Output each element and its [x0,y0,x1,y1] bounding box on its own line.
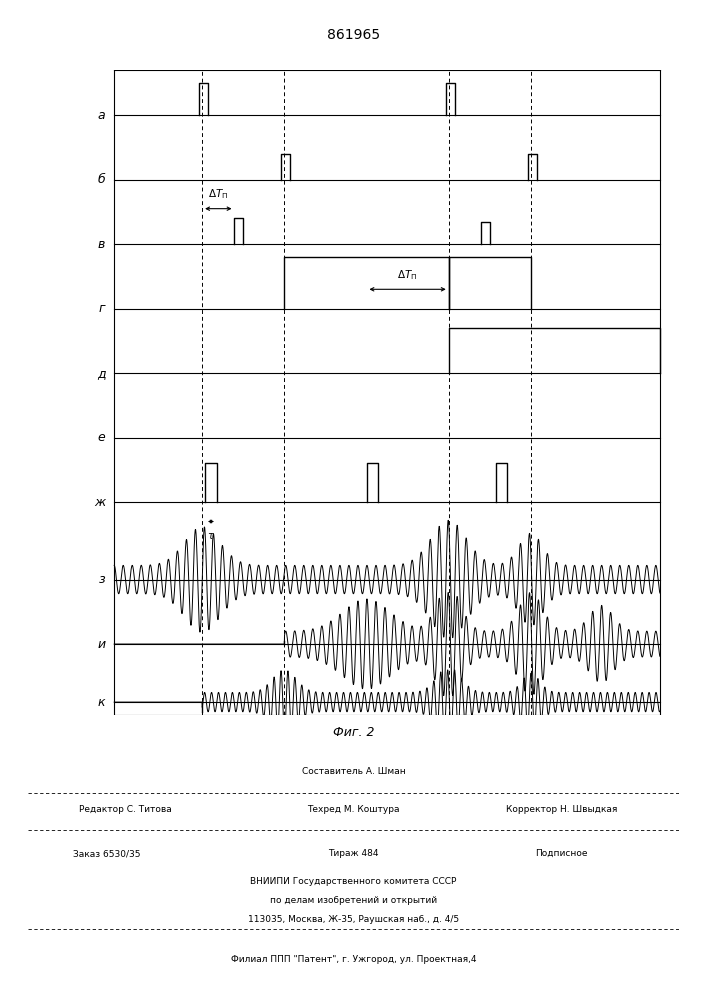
Text: 113035, Москва, Ж-35, Раушская наб., д. 4/5: 113035, Москва, Ж-35, Раушская наб., д. … [248,915,459,924]
Text: е: е [98,431,105,444]
Text: в: в [98,238,105,251]
Text: Филиал ППП "Патент", г. Ужгород, ул. Проектная,4: Филиал ППП "Патент", г. Ужгород, ул. Про… [230,955,477,964]
Text: $\tau$: $\tau$ [207,531,215,541]
Text: г: г [99,302,105,315]
Text: 861965: 861965 [327,28,380,42]
Text: $\Delta T_{\Pi}$: $\Delta T_{\Pi}$ [209,187,228,201]
Text: д: д [97,367,105,380]
Text: ж: ж [94,496,105,509]
Text: Тираж 484: Тираж 484 [328,849,379,858]
Text: $\Delta T_{\Pi}$: $\Delta T_{\Pi}$ [397,268,418,282]
Text: а: а [98,109,105,122]
Text: к: к [98,696,105,709]
Text: з: з [99,573,105,586]
Text: Техред М. Коштура: Техред М. Коштура [308,805,399,814]
Text: Фиг. 2: Фиг. 2 [333,726,374,740]
Text: Подписное: Подписное [535,849,588,858]
Text: Заказ 6530/35: Заказ 6530/35 [73,849,140,858]
Text: Корректор Н. Швыдкая: Корректор Н. Швыдкая [506,805,617,814]
Text: Редактор С. Титова: Редактор С. Титова [79,805,173,814]
Text: и: и [98,638,105,651]
Text: по делам изобретений и открытий: по делам изобретений и открытий [270,896,437,905]
Text: б: б [98,173,105,186]
Text: ВНИИПИ Государственного комитета СССР: ВНИИПИ Государственного комитета СССР [250,877,457,886]
Text: Составитель А. Шман: Составитель А. Шман [302,767,405,776]
